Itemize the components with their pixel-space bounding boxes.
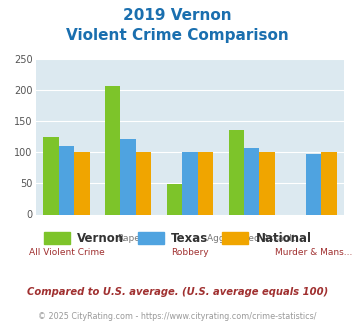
Bar xyxy=(229,129,244,214)
Bar xyxy=(244,148,260,214)
Text: Compared to U.S. average. (U.S. average equals 100): Compared to U.S. average. (U.S. average … xyxy=(27,287,328,297)
Bar xyxy=(198,152,213,214)
Bar xyxy=(74,152,89,214)
Bar xyxy=(321,152,337,214)
Text: Rape: Rape xyxy=(117,234,140,243)
Bar xyxy=(59,146,74,214)
Bar xyxy=(43,137,59,214)
Bar xyxy=(182,152,198,214)
Legend: Vernon, Texas, National: Vernon, Texas, National xyxy=(39,227,316,250)
Text: Aggravated Assault: Aggravated Assault xyxy=(207,234,296,243)
Text: Robbery: Robbery xyxy=(171,248,209,257)
Bar xyxy=(260,152,275,214)
Bar xyxy=(306,154,321,214)
Bar xyxy=(136,152,151,214)
Text: 2019 Vernon: 2019 Vernon xyxy=(123,8,232,23)
Bar xyxy=(167,184,182,214)
Text: All Violent Crime: All Violent Crime xyxy=(28,248,104,257)
Text: Murder & Mans...: Murder & Mans... xyxy=(275,248,352,257)
Text: Violent Crime Comparison: Violent Crime Comparison xyxy=(66,28,289,43)
Bar xyxy=(120,140,136,214)
Text: © 2025 CityRating.com - https://www.cityrating.com/crime-statistics/: © 2025 CityRating.com - https://www.city… xyxy=(38,312,317,321)
Bar xyxy=(105,86,120,214)
